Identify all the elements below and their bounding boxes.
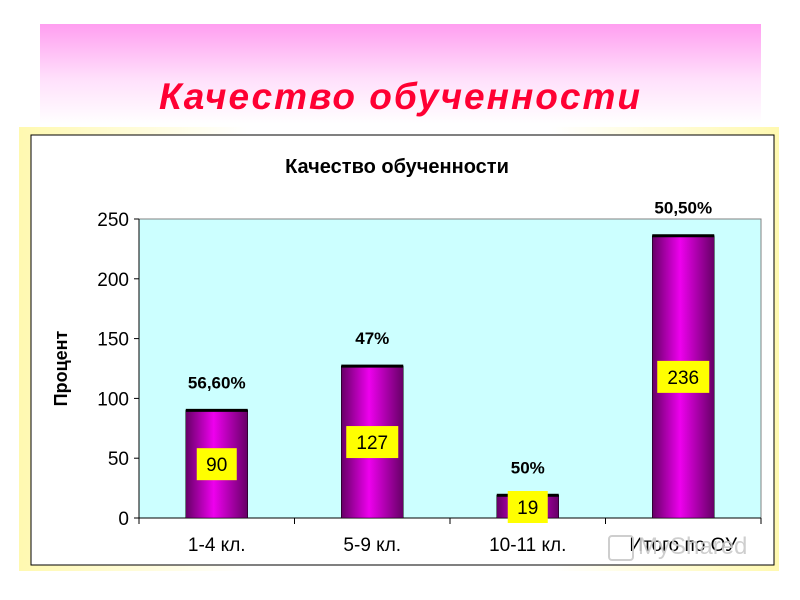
y-tick-label: 100: [97, 389, 129, 410]
value-label: 90: [206, 455, 227, 476]
watermark-logo-icon: [608, 534, 634, 561]
x-tick-label: 5-9 кл.: [343, 535, 401, 556]
bar-top-edge: [341, 364, 404, 368]
x-tick-label: Итого по ОУ: [629, 535, 738, 556]
y-axis-label: Процент: [51, 330, 71, 406]
y-tick-label: 250: [97, 210, 129, 231]
watermark-text: MyShared: [638, 533, 748, 560]
bar-top-edge: [652, 234, 715, 238]
value-label-box: [507, 491, 548, 523]
percent-label: 56,60%: [188, 373, 246, 392]
bar-chart: Качество обученности 0 50 100 150 200 250 Проц…: [30, 134, 775, 566]
percent-label: 47%: [355, 329, 389, 348]
value-label: 127: [356, 433, 388, 454]
value-label: 19: [517, 498, 538, 519]
value-label-box: [346, 426, 399, 459]
chart-title: Качество обученности: [285, 156, 509, 178]
title-banner: Качество обученности: [40, 24, 761, 124]
watermark: MyShared: [608, 533, 747, 561]
x-tick-label: 1-4 кл.: [188, 535, 246, 556]
value-label-box: [657, 360, 710, 393]
value-label-box: [196, 448, 237, 481]
chart-frame: Качество обученности 0 50 100 150 200 250 Проц…: [19, 127, 779, 571]
y-tick-label: 0: [118, 509, 129, 530]
y-tick-label: 150: [97, 330, 129, 351]
y-tick-label: 200: [97, 270, 129, 291]
percent-label: 50,50%: [654, 199, 712, 218]
percent-label: 50%: [511, 458, 545, 477]
y-tick-label: 50: [108, 449, 129, 470]
bar-top-edge: [185, 408, 248, 412]
slide-title: Качество обученности: [159, 76, 642, 117]
value-label: 236: [667, 368, 699, 389]
x-tick-label: 10-11 кл.: [489, 535, 566, 556]
